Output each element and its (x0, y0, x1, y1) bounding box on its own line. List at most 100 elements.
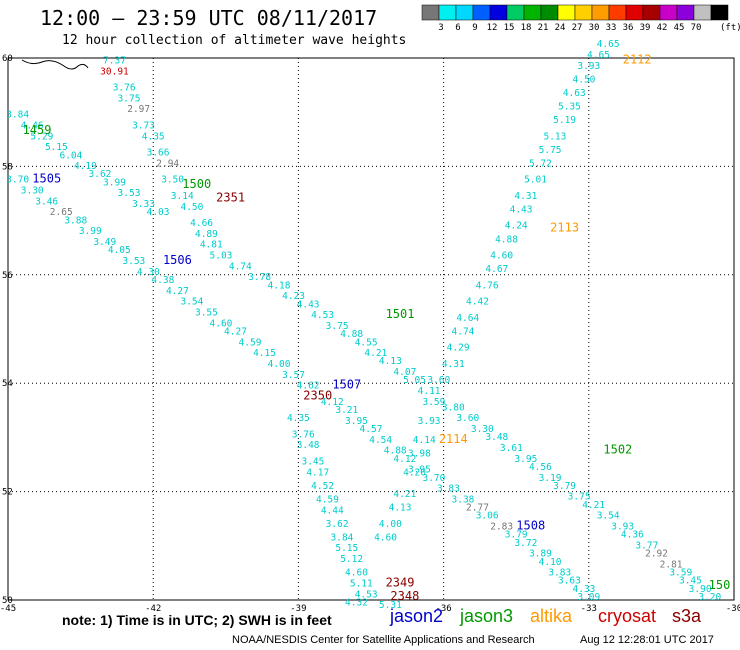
wave-height-value: 3.99 (79, 226, 102, 237)
wave-height-value: 5.12 (340, 554, 363, 565)
wave-height-value: 3.59 (422, 397, 445, 408)
legend-tick-label: 15 (504, 23, 515, 33)
wave-height-value: 5.11 (350, 578, 373, 589)
footer-credit: NOAA/NESDIS Center for Satellite Applica… (232, 634, 535, 646)
pass-time-label: 2351 (216, 191, 245, 205)
legend-tick-label: 70 (691, 23, 702, 33)
wave-height-value: 4.64 (456, 313, 479, 324)
wave-height-value: 4.74 (452, 326, 475, 337)
wave-height-value: 4.31 (514, 191, 537, 202)
pass-time-label: 2349 (386, 575, 415, 589)
wave-height-value: 4.14 (413, 435, 436, 446)
color-scale-legend: 3 6 9 12 15 18 21 24 27 30 33 36 39 42 45 70 (ft) (421, 4, 740, 33)
wave-height-value: 4.66 (190, 218, 213, 229)
wave-height-value: 2.65 (50, 207, 73, 218)
wave-height-value: 3.48 (485, 432, 508, 443)
pass-time-label: 2348 (390, 589, 419, 603)
wave-height-value: 4.15 (253, 348, 276, 359)
wave-height-value: 4.12 (393, 454, 416, 465)
wave-height-value: 3.53 (118, 188, 141, 199)
wave-height-value: 3.75 (326, 321, 349, 332)
wave-height-value: 3.77 (635, 541, 658, 552)
x-tick-label: -39 (290, 604, 306, 612)
wave-height-value: 3.50 (161, 175, 184, 186)
wave-height-value: 4.56 (529, 462, 552, 473)
wave-height-value: 3.76 (292, 429, 315, 440)
legend-unit: (ft) (720, 23, 740, 33)
wave-height-value: 30.91 (100, 66, 129, 77)
pass-time-label: 150 (709, 578, 731, 592)
wave-height-value: 4.81 (200, 240, 223, 251)
wave-height-value: 4.36 (621, 530, 644, 541)
wave-height-value: 3.99 (103, 177, 126, 188)
legend-tick-label: 6 (455, 23, 460, 33)
wave-height-value: 3.33 (132, 199, 155, 210)
wave-height-value: 3.21 (335, 405, 358, 416)
wave-height-value: 3.09 (577, 592, 600, 603)
wave-height-value: 4.55 (355, 337, 378, 348)
wave-height-value: 4.76 (476, 280, 499, 291)
wave-height-value: 3.66 (147, 148, 170, 159)
wave-height-value: 3.84 (331, 532, 354, 543)
wave-height-value: 4.20 (403, 467, 426, 478)
wave-height-value: 6.04 (59, 150, 82, 161)
wave-height-value: 3.90 (689, 584, 712, 595)
wave-height-value: 3.80 (442, 402, 465, 413)
wave-height-value: 4.13 (389, 503, 412, 514)
x-tick-label: -42 (145, 604, 161, 612)
wave-height-value: 4.53 (311, 310, 334, 321)
pass-time-label: 1507 (332, 378, 361, 392)
wave-height-value: 3.95 (514, 454, 537, 465)
wave-height-value: 4.53 (355, 589, 378, 600)
wave-height-value: 4.07 (393, 367, 416, 378)
legend-tick-label: 21 (538, 23, 549, 33)
wave-height-value: 5.05 (403, 375, 426, 386)
wave-height-value: 4.29 (447, 343, 470, 354)
wave-height-value: 3.60 (427, 375, 450, 386)
wave-height-value: 4.33 (573, 584, 596, 595)
wave-height-value: 2.83 (490, 522, 513, 533)
wave-height-value: 4.21 (364, 348, 387, 359)
chart-subtitle: 12 hour collection of altimeter wave hei… (62, 33, 407, 48)
legend-tick-label: 3 (438, 23, 443, 33)
legend-tick-label: 30 (589, 23, 600, 33)
wave-height-value: 7.37 (103, 55, 126, 66)
wave-height-value: 4.44 (321, 505, 344, 516)
wave-height-value: 4.43 (510, 204, 533, 215)
wave-height-value: 4.60 (374, 532, 397, 543)
wave-height-value: 3.75 (118, 93, 141, 104)
wave-height-value: 4.12 (321, 397, 344, 408)
pass-time-label: 1459 (23, 123, 52, 137)
wave-height-value: 3.54 (180, 297, 203, 308)
wave-height-value: 5.01 (524, 175, 547, 186)
wave-height-value: 3.14 (171, 191, 194, 202)
y-tick-label: 56 (2, 271, 13, 281)
sat-jason2-label: jason2 (390, 606, 444, 626)
y-tick-label: 60 (2, 54, 13, 64)
wave-height-value: 4.24 (505, 221, 528, 232)
wave-height-value: 3.79 (505, 530, 528, 541)
wave-height-value: 4.19 (74, 161, 97, 172)
wave-height-value: 5.15 (335, 543, 358, 554)
wave-height-value: 2.94 (156, 158, 179, 169)
wave-height-value: 3.83 (437, 484, 460, 495)
wave-height-value: 3.79 (553, 481, 576, 492)
wave-height-value: 5.72 (529, 158, 552, 169)
wave-height-value: 3.61 (500, 443, 523, 454)
wave-height-value: 3.83 (548, 568, 571, 579)
wave-height-value: 3.06 (476, 511, 499, 522)
legend-tick-label: 45 (674, 23, 685, 33)
wave-height-value: 4.88 (340, 329, 363, 340)
wave-height-value: 4.60 (210, 318, 233, 329)
legend-tick-label: 9 (472, 23, 477, 33)
wave-height-value: 3.95 (345, 416, 368, 427)
wave-height-value: 4.62 (297, 381, 320, 392)
wave-height-value: 4.27 (224, 326, 247, 337)
wave-height-value: 4.50 (573, 74, 596, 85)
wave-height-value: 4.21 (582, 500, 605, 511)
wave-height-value: 4.65 (597, 39, 620, 50)
legend-tick-label: 42 (657, 23, 668, 33)
wave-height-value: 4.35 (142, 131, 165, 142)
wave-height-value: 3.54 (597, 511, 620, 522)
wave-height-value: 4.27 (166, 286, 189, 297)
